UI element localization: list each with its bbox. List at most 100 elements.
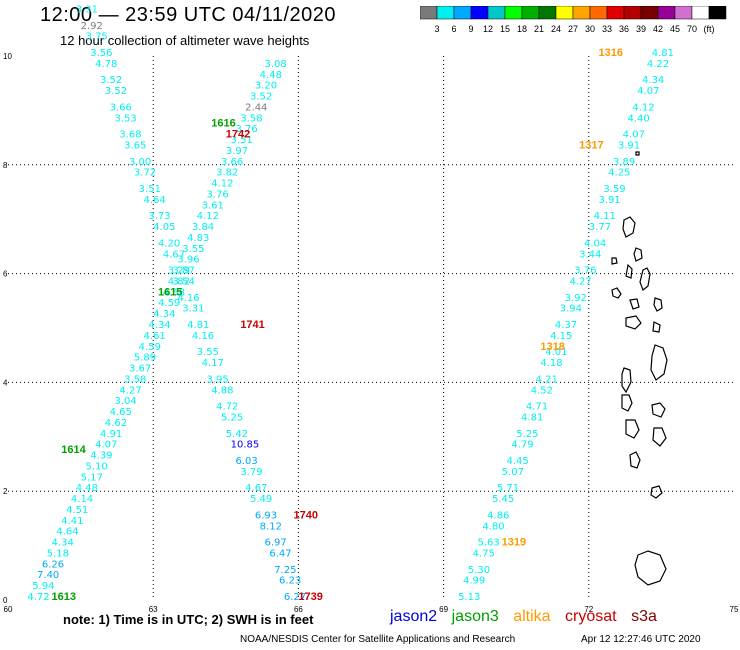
track-time-label: 1741 — [240, 319, 264, 331]
colorbar-label: 70 — [687, 24, 697, 34]
wave-height-value: 5.45 — [492, 494, 514, 505]
color-scale-bar: 3 6 9 12 15 18 21 24 27 30 33 36 39 42 45 70 (ft) — [420, 6, 727, 34]
wave-height-value: 4.07 — [95, 440, 117, 451]
colorbar-label: 9 — [468, 24, 473, 34]
wave-height-value: 3.91 — [618, 140, 640, 151]
wave-height-value: 5.18 — [47, 548, 69, 559]
wave-height-value: 4.78 — [95, 59, 117, 70]
track-time-label: 1739 — [298, 591, 322, 603]
wave-height-value: 5.25 — [221, 412, 243, 423]
wave-height-value: 4.07 — [623, 130, 645, 141]
wave-height-value: 4.67 — [245, 483, 267, 494]
wave-height-value: 3.79 — [240, 467, 262, 478]
wave-height-value: 3.76 — [206, 189, 228, 200]
wave-height-value: 2.44 — [245, 102, 267, 113]
wave-height-value: 4.75 — [473, 548, 495, 559]
wave-height-value: 5.49 — [250, 494, 272, 505]
wave-height-value: 4.25 — [608, 168, 630, 179]
wave-height-value: 6.23 — [279, 576, 301, 587]
track-time-label: 1616 — [211, 118, 235, 130]
wave-height-value: 4.58 — [163, 287, 185, 298]
wave-height-value: 5.94 — [32, 581, 54, 592]
track-time-label: 1317 — [579, 139, 603, 151]
wave-height-value: 3.67 — [129, 364, 151, 375]
wave-height-value: 6.03 — [235, 456, 257, 467]
wave-height-value: 3.82 — [216, 168, 238, 179]
wave-height-value: 4.04 — [584, 238, 606, 249]
wave-height-value: 3.29 — [168, 266, 190, 277]
wave-height-value: 3.91 — [598, 195, 620, 206]
colorbar-label: 6 — [451, 24, 456, 34]
wave-height-value: 4.12 — [211, 179, 233, 190]
legend-s3a: s3a — [631, 608, 657, 625]
wave-height-value: 4.07 — [637, 86, 659, 97]
wave-height-value: 5.89 — [134, 353, 156, 364]
island-outline — [652, 427, 667, 447]
wave-height-value: 4.51 — [66, 505, 88, 516]
track-time-label: 1319 — [502, 537, 526, 549]
wave-height-value: 4.14 — [71, 494, 93, 505]
wave-height-value: 3.66 — [221, 157, 243, 168]
island-outline — [622, 216, 636, 238]
wave-height-value: 3.59 — [603, 184, 625, 195]
colorbar-label: 33 — [602, 24, 612, 34]
island-outline — [634, 550, 667, 586]
wave-height-value: 3.54 — [173, 276, 195, 287]
wave-height-value: 3.95 — [206, 374, 228, 385]
wave-height-value: 3.44 — [579, 249, 601, 260]
wave-height-value: 4.21 — [536, 374, 558, 385]
wave-height-value: 3.89 — [613, 157, 635, 168]
wave-height-value: 5.71 — [497, 483, 519, 494]
wave-height-value: 3.55 — [197, 347, 219, 358]
wave-height-value: 4.27 — [569, 276, 591, 287]
island-outline — [651, 402, 666, 418]
wave-height-value: 3.96 — [177, 255, 199, 266]
track-time-label: 1613 — [52, 591, 76, 603]
wave-height-value: 3.04 — [114, 396, 136, 407]
wave-height-value: 4.64 — [144, 195, 166, 206]
wave-height-value: 4.61 — [144, 331, 166, 342]
wave-height-value: 4.83 — [187, 233, 209, 244]
wave-height-value: 3.52 — [100, 75, 122, 86]
colorbar-label: 36 — [619, 24, 629, 34]
wave-height-value: 4.99 — [463, 576, 485, 587]
wave-height-value: 8.12 — [260, 521, 282, 532]
wave-height-value: 4.34 — [52, 538, 74, 549]
island-outline — [635, 151, 640, 156]
island-outline — [633, 247, 643, 262]
credit-line: NOAA/NESDIS Center for Satellite Applica… — [240, 634, 516, 645]
island-outline — [621, 367, 632, 394]
wave-height-value: 4.91 — [100, 429, 122, 440]
wave-height-value: 4.72 — [27, 592, 49, 603]
colorbar-label: 18 — [517, 24, 527, 34]
wave-height-value: 4.59 — [158, 298, 180, 309]
wave-height-value: 6.93 — [255, 510, 277, 521]
wave-height-value: 3.97 — [226, 146, 248, 157]
wave-height-value: 5.17 — [81, 472, 103, 483]
wave-height-value: 5.25 — [516, 429, 538, 440]
wave-height-labels: 4.725.947.406.265.184.344.644.414.514.14… — [27, 4, 674, 603]
wave-height-value: 3.31 — [182, 304, 204, 315]
wave-height-value: 4.01 — [545, 347, 567, 358]
y-tick-label: 8 — [3, 161, 8, 170]
wave-height-value: 4.12 — [632, 102, 654, 113]
wave-height-value: 4.79 — [511, 440, 533, 451]
wave-height-value: 6.26 — [42, 559, 64, 570]
track-time-label: 1742 — [226, 129, 250, 141]
wave-height-value: 5.63 — [477, 538, 499, 549]
x-tick-label: 72 — [584, 605, 593, 614]
colorbar-label: 45 — [670, 24, 680, 34]
footer-note: note: 1) Time is in UTC; 2) SWH is in fe… — [63, 612, 314, 627]
wave-height-value: 3.51 — [231, 135, 253, 146]
wave-height-value: 5.42 — [226, 429, 248, 440]
island-outline — [629, 451, 641, 469]
wave-height-value: 3.92 — [565, 293, 587, 304]
wave-height-value: 4.16 — [192, 331, 214, 342]
wave-height-value: 4.37 — [555, 320, 577, 331]
wave-height-value: 3.72 — [134, 168, 156, 179]
track-time-label: 1316 — [598, 47, 622, 59]
wave-height-value: 4.12 — [197, 211, 219, 222]
track-time-label: 1318 — [540, 341, 564, 353]
island-outline — [611, 257, 618, 265]
